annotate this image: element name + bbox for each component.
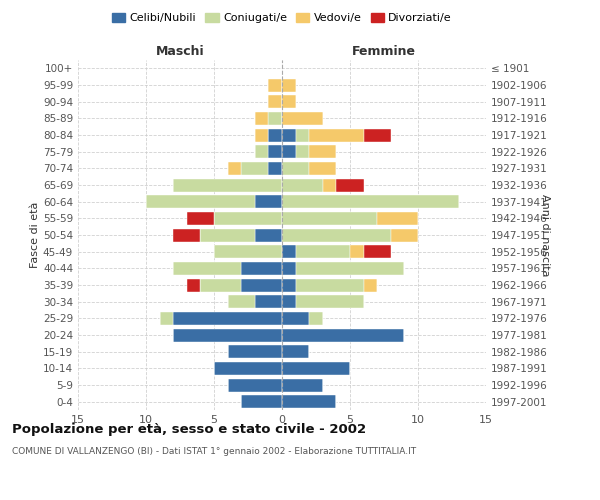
- Bar: [309, 145, 337, 158]
- Text: Femmine: Femmine: [352, 44, 416, 58]
- Bar: [296, 278, 364, 291]
- Bar: [364, 278, 377, 291]
- Bar: [309, 128, 364, 141]
- Bar: [214, 245, 282, 258]
- Y-axis label: Fasce di età: Fasce di età: [30, 202, 40, 268]
- Bar: [296, 262, 404, 275]
- Bar: [296, 128, 309, 141]
- Bar: [227, 162, 241, 175]
- Bar: [282, 78, 296, 92]
- Bar: [241, 162, 268, 175]
- Bar: [337, 178, 364, 192]
- Bar: [173, 328, 282, 342]
- Bar: [282, 228, 391, 241]
- Bar: [173, 312, 282, 325]
- Bar: [268, 95, 282, 108]
- Legend: Celibi/Nubili, Coniugati/e, Vedovi/e, Divorziati/e: Celibi/Nubili, Coniugati/e, Vedovi/e, Di…: [107, 8, 457, 28]
- Bar: [200, 278, 241, 291]
- Bar: [282, 278, 296, 291]
- Bar: [309, 162, 337, 175]
- Bar: [296, 245, 350, 258]
- Bar: [282, 395, 337, 408]
- Bar: [227, 295, 255, 308]
- Bar: [282, 345, 309, 358]
- Y-axis label: Anni di nascita: Anni di nascita: [541, 194, 550, 276]
- Bar: [282, 212, 377, 225]
- Bar: [296, 145, 309, 158]
- Bar: [350, 245, 364, 258]
- Bar: [200, 228, 255, 241]
- Bar: [268, 78, 282, 92]
- Bar: [282, 378, 323, 392]
- Bar: [255, 145, 268, 158]
- Bar: [241, 278, 282, 291]
- Bar: [323, 178, 337, 192]
- Text: Maschi: Maschi: [155, 44, 205, 58]
- Bar: [187, 278, 200, 291]
- Text: COMUNE DI VALLANZENGO (BI) - Dati ISTAT 1° gennaio 2002 - Elaborazione TUTTITALI: COMUNE DI VALLANZENGO (BI) - Dati ISTAT …: [12, 448, 416, 456]
- Bar: [187, 212, 214, 225]
- Bar: [160, 312, 173, 325]
- Bar: [309, 312, 323, 325]
- Bar: [146, 195, 255, 208]
- Bar: [173, 228, 200, 241]
- Bar: [296, 295, 364, 308]
- Bar: [241, 395, 282, 408]
- Bar: [391, 228, 418, 241]
- Bar: [255, 195, 282, 208]
- Bar: [377, 212, 418, 225]
- Bar: [214, 212, 282, 225]
- Bar: [268, 145, 282, 158]
- Bar: [268, 162, 282, 175]
- Bar: [255, 128, 268, 141]
- Bar: [282, 162, 309, 175]
- Bar: [282, 178, 323, 192]
- Bar: [282, 362, 350, 375]
- Bar: [282, 95, 296, 108]
- Bar: [268, 128, 282, 141]
- Bar: [227, 345, 282, 358]
- Bar: [282, 262, 296, 275]
- Bar: [282, 245, 296, 258]
- Bar: [173, 262, 241, 275]
- Bar: [255, 295, 282, 308]
- Bar: [268, 112, 282, 125]
- Bar: [282, 328, 404, 342]
- Bar: [364, 245, 391, 258]
- Bar: [282, 312, 309, 325]
- Bar: [214, 362, 282, 375]
- Bar: [173, 178, 282, 192]
- Bar: [282, 295, 296, 308]
- Bar: [282, 112, 323, 125]
- Bar: [282, 195, 459, 208]
- Bar: [255, 112, 268, 125]
- Bar: [364, 128, 391, 141]
- Bar: [282, 128, 296, 141]
- Bar: [227, 378, 282, 392]
- Bar: [241, 262, 282, 275]
- Text: Popolazione per età, sesso e stato civile - 2002: Popolazione per età, sesso e stato civil…: [12, 422, 366, 436]
- Bar: [255, 228, 282, 241]
- Bar: [282, 145, 296, 158]
